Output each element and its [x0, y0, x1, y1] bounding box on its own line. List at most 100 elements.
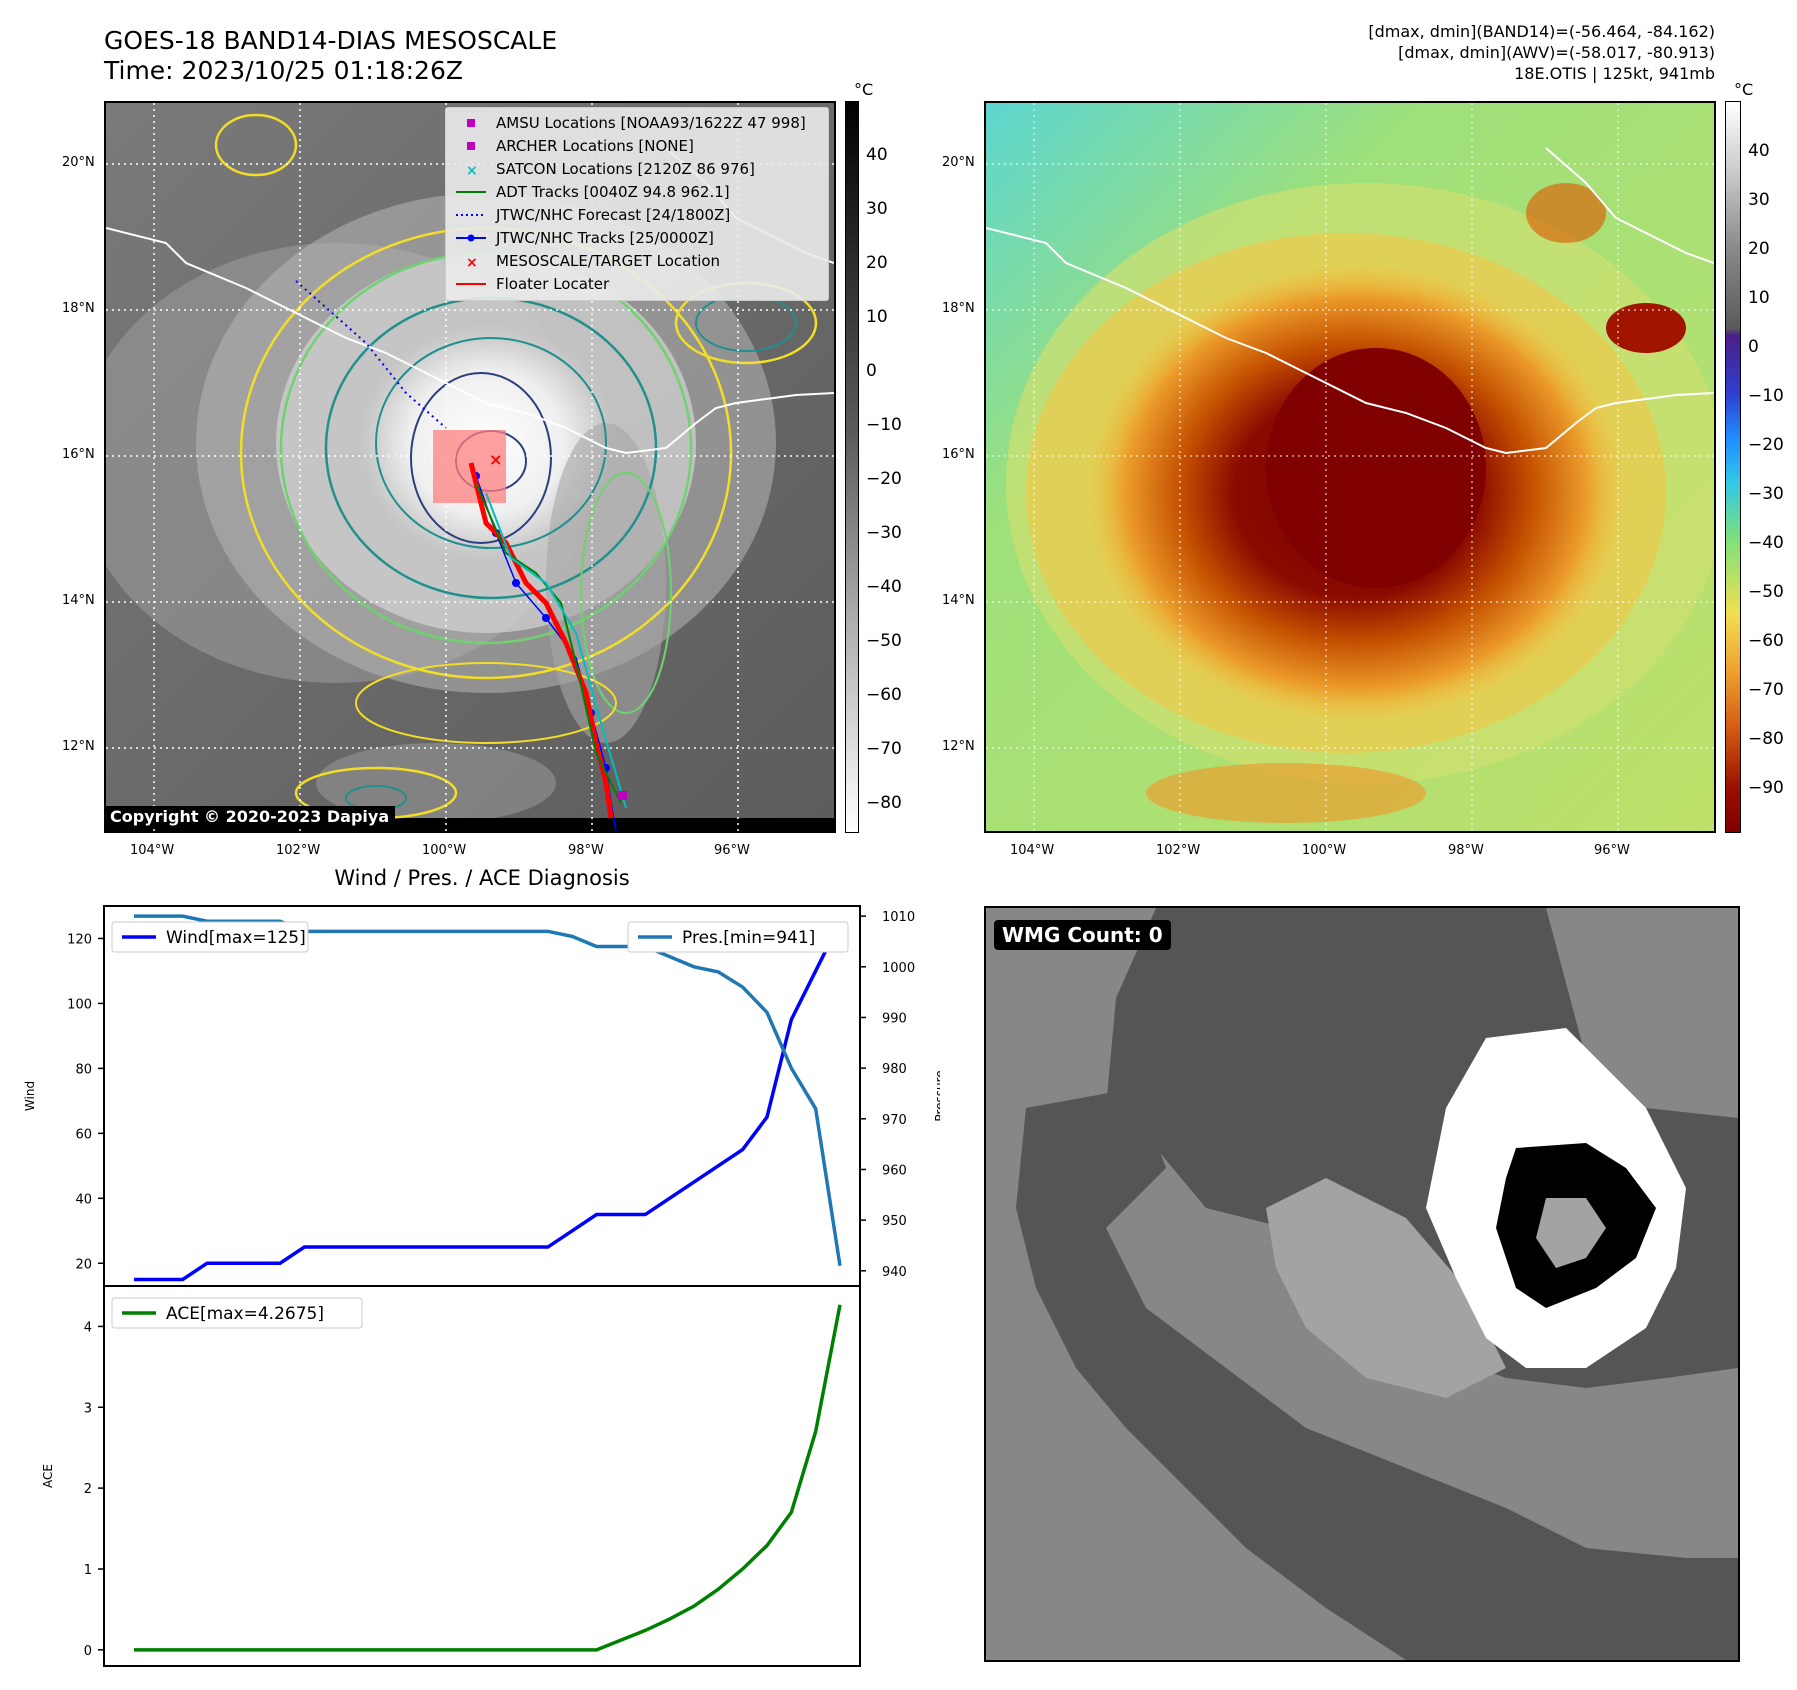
pressure-series-line: [134, 914, 842, 1267]
line-icon: [456, 191, 486, 193]
info-awv: [dmax, dmin](AWV)=(-58.017, -80.913): [1398, 43, 1715, 62]
legend-item-tracks: JTWC/NHC Tracks [25/0000Z]: [446, 227, 828, 250]
legend-item-amsu: AMSU Locations [NOAA93/1622Z 47 998]: [446, 112, 828, 135]
ace-legend-box: [111, 1297, 363, 1329]
colorbar-tick: 30: [866, 199, 888, 219]
lon-label: 96°W: [1594, 843, 1630, 858]
colorbar-tick: −10: [1748, 386, 1784, 406]
lat-label: 20°N: [62, 155, 95, 170]
colorbar-tick: −50: [866, 631, 902, 651]
colorbar-tick: 0: [1748, 337, 1759, 357]
svg-text:×: ×: [466, 163, 478, 179]
pressure-tick-label: 980: [882, 1062, 907, 1077]
pressure-tick-label: 1010: [882, 910, 915, 925]
x-marker-icon: ×: [466, 255, 478, 271]
line-icon: [456, 283, 486, 285]
lon-label: 104°W: [1010, 843, 1055, 858]
lon-label: 100°W: [422, 843, 467, 858]
wind-tick-label: 120: [67, 932, 92, 947]
colorbar-tick: −10: [866, 415, 902, 435]
legend-item-satcon: × SATCON Locations [2120Z 86 976]: [446, 158, 828, 181]
wind-legend-box: [111, 921, 309, 953]
pressure-tick-label: 1000: [882, 961, 915, 976]
line-dot-icon: [456, 234, 486, 242]
colorbar-tick: −20: [1748, 435, 1784, 455]
lon-label: 102°W: [276, 843, 321, 858]
wmg-image: [986, 908, 1738, 1660]
colorbar-tick: 10: [866, 307, 888, 327]
colorbar-tick: −20: [866, 469, 902, 489]
lon-label: 102°W: [1156, 843, 1201, 858]
lat-label: 12°N: [942, 739, 975, 754]
colorbar-tick: −80: [1748, 729, 1784, 749]
lat-label: 20°N: [942, 155, 975, 170]
lon-label: 98°W: [1448, 843, 1484, 858]
info-band14: [dmax, dmin](BAND14)=(-56.464, -84.162): [1368, 22, 1715, 41]
figure-title: GOES-18 BAND14-DIAS MESOSCALE: [104, 26, 558, 55]
pressure-legend-box: [627, 921, 849, 953]
colorbar-tick: −70: [866, 739, 902, 759]
ace-axis-label: ACE: [41, 1464, 55, 1488]
lon-label: 100°W: [1302, 843, 1347, 858]
wmg-count-label: WMG Count: 0: [994, 920, 1171, 950]
colorbar-tick: 40: [866, 145, 888, 165]
awv-map-panel: [984, 101, 1716, 833]
wmg-panel: [984, 906, 1740, 1662]
colorbar-tick: −80: [866, 793, 902, 813]
lat-label: 18°N: [942, 301, 975, 316]
wind-tick-label: 20: [75, 1257, 92, 1272]
copyright-label: Copyright © 2020-2023 Dapiya: [104, 806, 396, 827]
ace-tick-label: 4: [84, 1320, 92, 1335]
wind-tick-label: 80: [75, 1062, 92, 1077]
colorbar-tick: 40: [1748, 141, 1770, 161]
pressure-legend-label: Pres.[min=941]: [682, 928, 815, 948]
colorbar-tick: −60: [1748, 631, 1784, 651]
colorbar-left: [845, 101, 859, 833]
colorbar-tick: 20: [866, 253, 888, 273]
colorbar-tick: −40: [1748, 533, 1784, 553]
dotted-line-icon: [456, 214, 486, 216]
wind-axis-label: Wind: [23, 1081, 37, 1111]
diagnosis-chart: 2040608010012094095096097098099010001010…: [23, 905, 940, 1667]
awv-map-image: [986, 103, 1714, 831]
ace-tick-label: 2: [84, 1482, 92, 1497]
diagnosis-title: Wind / Pres. / ACE Diagnosis: [334, 866, 630, 890]
wind-legend-label: Wind[max=125]: [166, 928, 306, 948]
pressure-tick-label: 970: [882, 1113, 907, 1128]
legend-item-archer: ARCHER Locations [NONE]: [446, 135, 828, 158]
svg-text:×: ×: [489, 450, 502, 469]
wind-tick-label: 40: [75, 1192, 92, 1207]
ace-legend-label: ACE[max=4.2675]: [166, 1304, 324, 1324]
colorbar-tick: −30: [1748, 484, 1784, 504]
colorbar-tick: −40: [866, 577, 902, 597]
lon-label: 96°W: [714, 843, 750, 858]
x-marker-icon: ×: [466, 163, 478, 179]
ace-plot-frame: [103, 1285, 861, 1667]
ace-tick-label: 3: [84, 1401, 92, 1416]
colorbar-right: [1725, 101, 1741, 833]
colorbar-tick: −60: [866, 685, 902, 705]
wind-series-line: [134, 921, 842, 1282]
legend-item-target: × MESOSCALE/TARGET Location: [446, 250, 828, 273]
lat-label: 14°N: [62, 593, 95, 608]
figure-time: Time: 2023/10/25 01:18:26Z: [104, 56, 463, 85]
colorbar-tick: −90: [1748, 778, 1784, 798]
colorbar-tick: −70: [1748, 680, 1784, 700]
pressure-tick-label: 950: [882, 1214, 907, 1229]
band14-map-image: ×: [106, 103, 834, 831]
lat-label: 18°N: [62, 301, 95, 316]
colorbar-tick: −50: [1748, 582, 1784, 602]
colorbar-left-unit: °C: [854, 80, 874, 99]
square-marker-icon: [467, 142, 475, 150]
info-storm: 18E.OTIS | 125kt, 941mb: [1514, 64, 1715, 83]
wind-pressure-plot: 20 40 60 80 100 120 940 950 960 970 980 990 1000 1010…: [23, 905, 940, 1287]
pressure-tick-label: 940: [882, 1265, 907, 1280]
svg-text:×: ×: [466, 255, 478, 271]
lat-label: 16°N: [62, 447, 95, 462]
square-marker-icon: [467, 119, 475, 127]
lon-label: 104°W: [130, 843, 175, 858]
legend-item-forecast: JTWC/NHC Forecast [24/1800Z]: [446, 204, 828, 227]
colorbar-tick: 20: [1748, 239, 1770, 259]
lat-label: 12°N: [62, 739, 95, 754]
ace-series-line: [134, 1304, 842, 1652]
